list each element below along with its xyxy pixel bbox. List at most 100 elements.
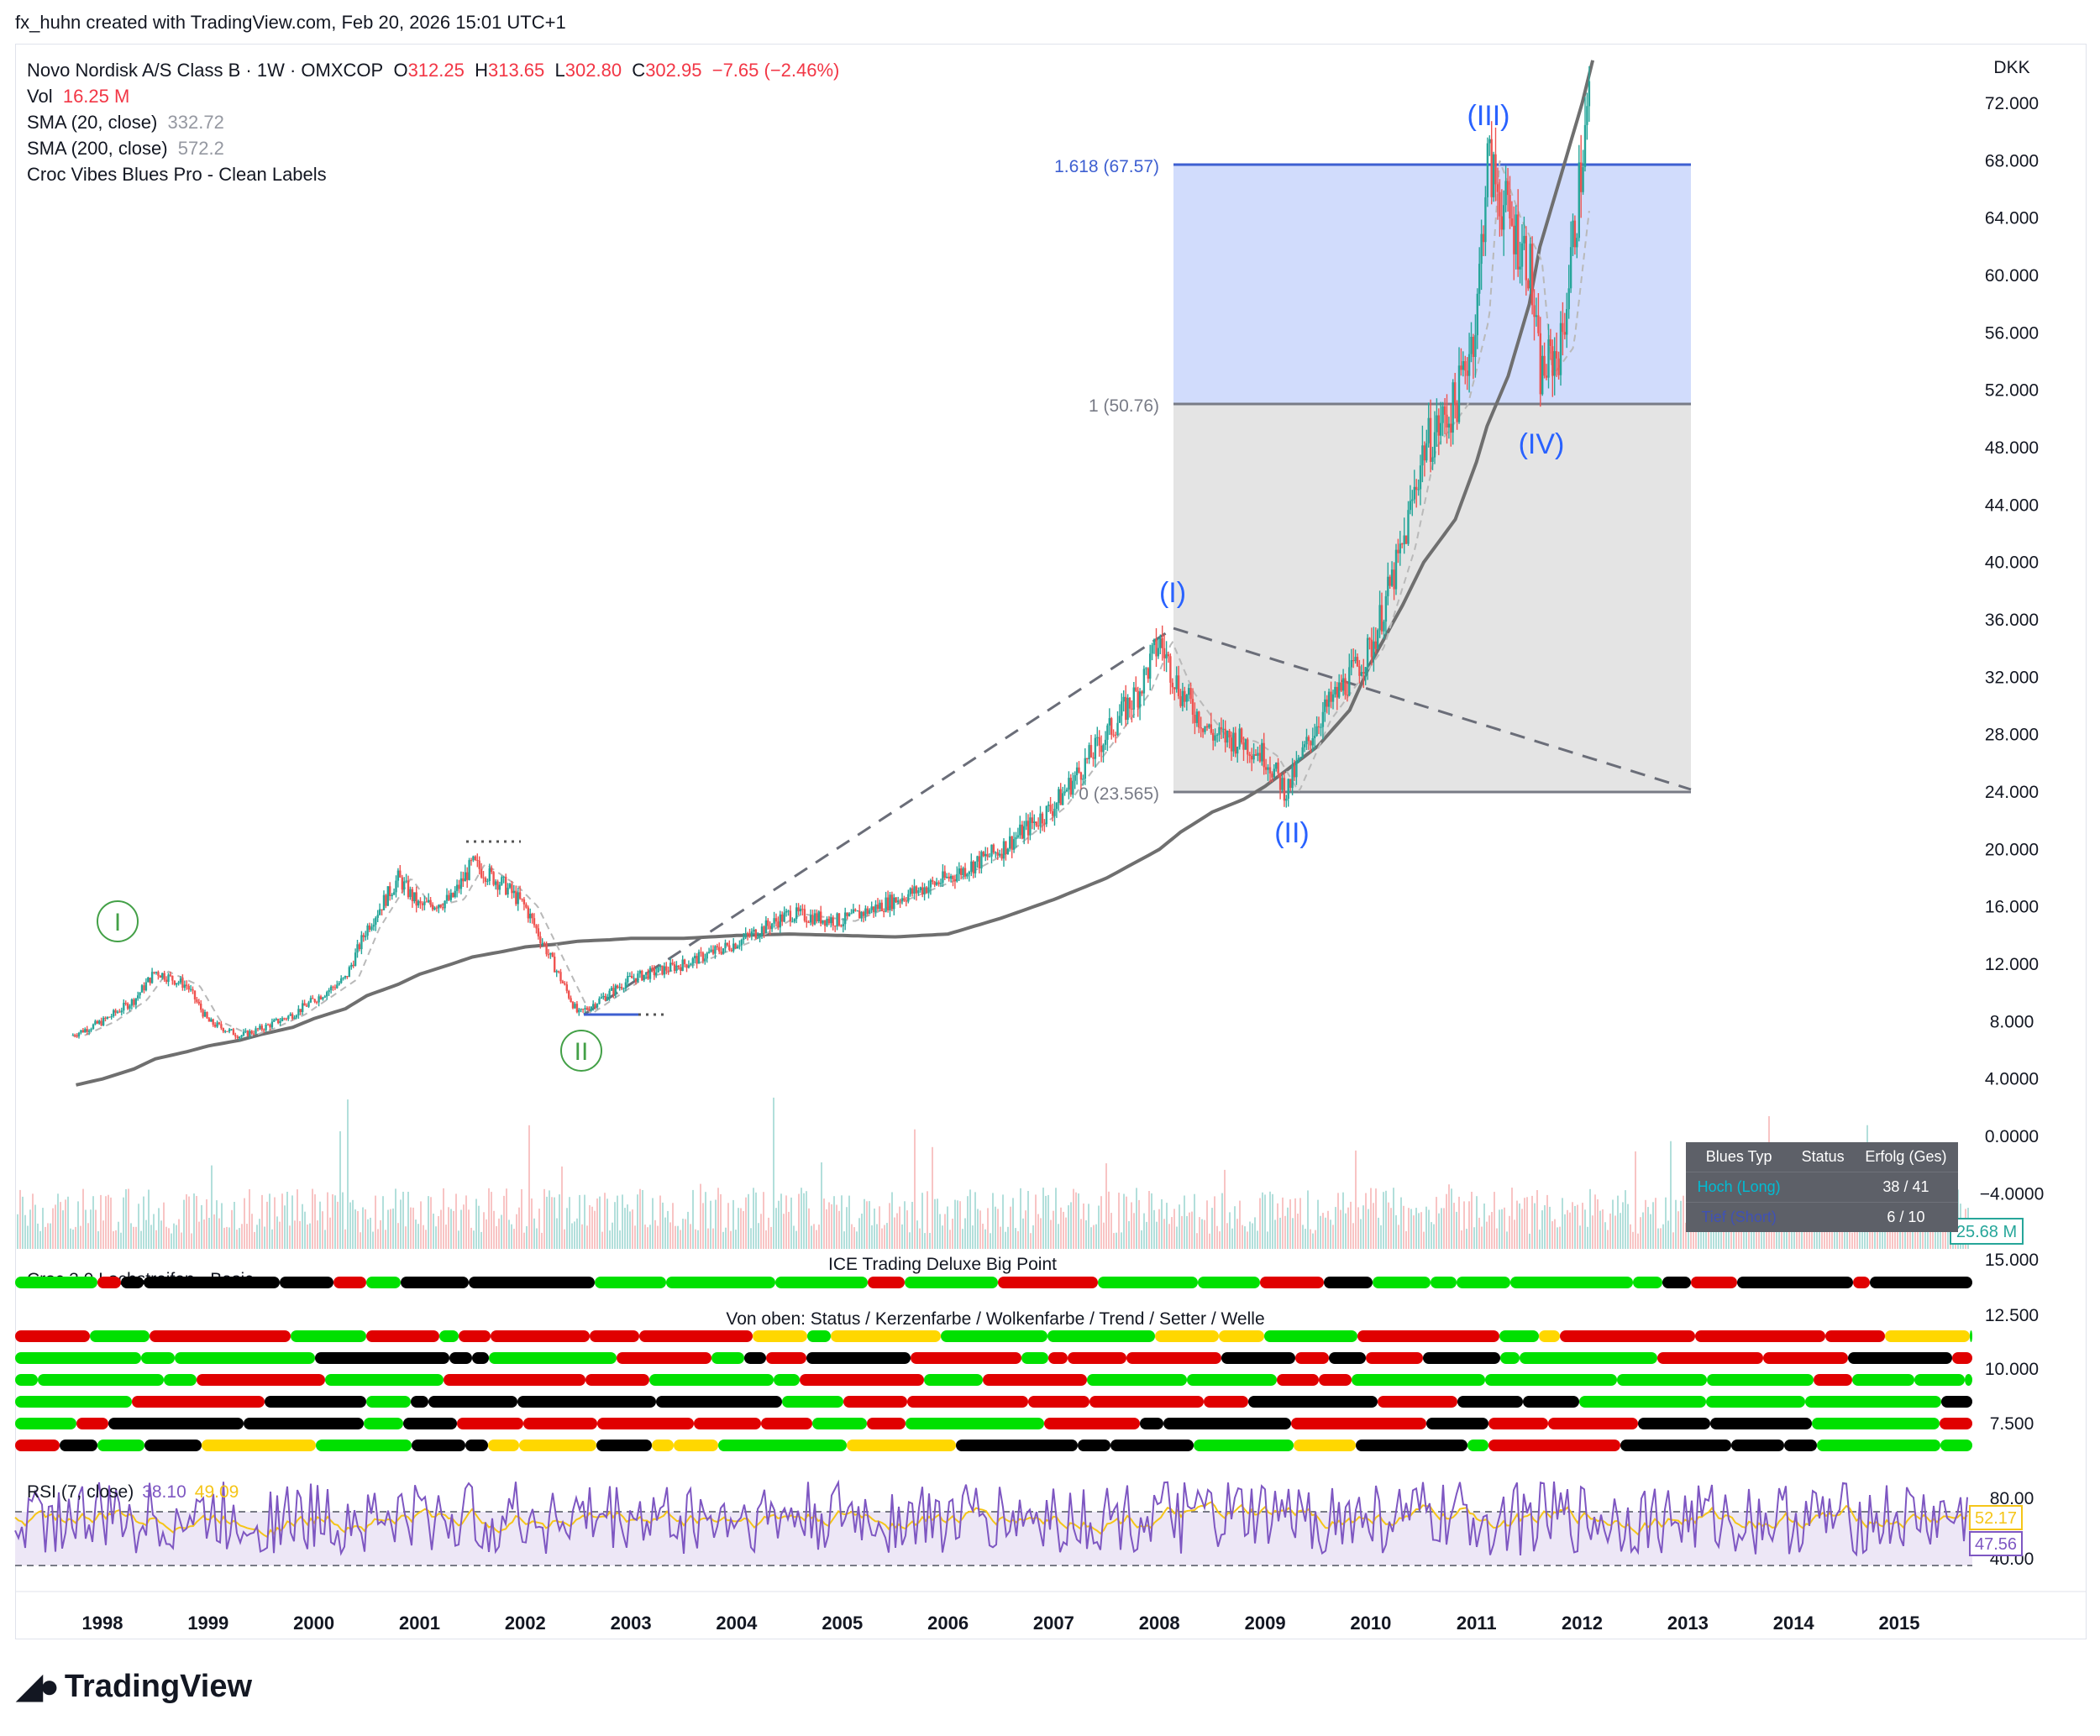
candle-body (750, 931, 753, 936)
candle-body (193, 990, 197, 999)
volume-bar (1451, 1188, 1452, 1249)
candle-body (333, 987, 337, 989)
volume-bar (115, 1230, 117, 1249)
volume-bar (17, 1214, 18, 1249)
year-tick: 2013 (1667, 1613, 1709, 1634)
candle-body (1295, 761, 1298, 778)
candle-body (657, 967, 659, 973)
legend-sma20-row[interactable]: SMA (20, close) 332.72 (27, 109, 839, 135)
volume-bar (1597, 1199, 1599, 1249)
blues-table-row: Hoch (Long) 38 / 41 (1686, 1172, 1958, 1203)
candle-body (1267, 767, 1269, 770)
candle-body (269, 1025, 271, 1028)
legend-sma200-row[interactable]: SMA (200, close) 572.2 (27, 135, 839, 161)
volume-bar (347, 1099, 349, 1249)
candle-body (293, 1017, 296, 1019)
candle-body (1539, 333, 1541, 395)
volume-bar (788, 1211, 790, 1249)
year-tick: 2012 (1562, 1613, 1603, 1634)
candle-body (927, 887, 930, 894)
volume-bar (1390, 1208, 1392, 1249)
candle-body (417, 900, 420, 906)
candle-body (535, 925, 538, 929)
candle-body (277, 1019, 280, 1024)
volume-bar (1219, 1231, 1221, 1249)
candle-body (681, 959, 684, 971)
trend-line-rising[interactable] (583, 627, 1174, 1016)
candle-body (236, 1036, 239, 1039)
candle-body (161, 973, 164, 978)
price-tick: 48.000 (1985, 438, 2039, 458)
candle-body (1287, 779, 1289, 799)
volume-bar (498, 1218, 500, 1249)
candle-body (958, 868, 960, 874)
volume-bar (1126, 1196, 1127, 1249)
candle-body (86, 1029, 88, 1032)
volume-bar (1924, 1220, 1926, 1249)
time-axis[interactable]: 1998 1999 2000 2001 2002 2003 2004 2005 2006 2007… (82, 1613, 1920, 1634)
candle-body (1464, 361, 1467, 371)
sma200-line[interactable] (76, 60, 1595, 1087)
candle-body (1189, 688, 1192, 700)
volume-bar (304, 1211, 306, 1249)
strip-segment (364, 1418, 403, 1429)
price-axis[interactable]: 72.00068.00064.00060.00056.00052.00048.0… (1980, 94, 2045, 1204)
rsi-line[interactable] (14, 1479, 1968, 1557)
candle-body (1072, 780, 1074, 795)
legend-indicator-row[interactable]: Croc Vibes Blues Pro - Clean Labels (27, 161, 839, 187)
volume-bar (438, 1216, 439, 1249)
volume-bar (715, 1199, 717, 1249)
candle-body (1098, 737, 1100, 746)
candles[interactable] (71, 66, 1591, 1041)
volume-bar (821, 1162, 822, 1249)
candle-body (1476, 293, 1478, 336)
trend-line-falling[interactable] (1173, 627, 1692, 791)
strip-segment (1657, 1352, 1763, 1364)
strip-segment (175, 1352, 315, 1364)
candle-body (1086, 758, 1089, 759)
volume-bar (1340, 1209, 1341, 1249)
candle-body (746, 933, 749, 935)
volume-bar (1042, 1188, 1044, 1249)
strip-segment (585, 1374, 649, 1386)
tradingview-logo[interactable]: ◢● TradingView (17, 1667, 252, 1706)
volume-bar (1254, 1217, 1256, 1249)
candle-body (797, 907, 800, 912)
candle-body (329, 986, 333, 990)
candle-body (1562, 323, 1564, 333)
volume-bar (1267, 1231, 1268, 1249)
candle-body (1026, 821, 1030, 836)
strip-segment (1357, 1330, 1499, 1342)
symbol-name[interactable]: Novo Nordisk A/S Class B · 1W · OMXCOP (27, 60, 384, 81)
candle-body (1364, 667, 1367, 674)
candle-body (795, 907, 798, 920)
candle-body (990, 844, 993, 857)
candle-body (604, 995, 606, 1001)
candle-body (872, 906, 875, 912)
rsi-ma-line[interactable] (14, 1501, 1968, 1539)
candle-body (787, 910, 790, 912)
volume-bar (554, 1197, 555, 1249)
strip-segment (1044, 1418, 1140, 1429)
candle-body (1075, 767, 1079, 775)
blues-table-header: Blues Typ Status Erfolg (Ges) (1686, 1142, 1958, 1172)
candle-body (1513, 225, 1515, 254)
volume-bar (1483, 1204, 1485, 1249)
strip-tick: 15.000 (1985, 1251, 2039, 1270)
candle-body (295, 1015, 298, 1018)
candle-body (126, 1003, 129, 1010)
candle-body (147, 978, 150, 983)
candle-body (123, 1003, 125, 1011)
candle-body (1478, 264, 1481, 294)
volume-bar (120, 1232, 122, 1249)
candle-body (1492, 154, 1495, 197)
strip-segment (1356, 1440, 1467, 1451)
blues-row-status (1792, 1202, 1854, 1232)
candle-body (106, 1016, 109, 1019)
volume-bar (349, 1202, 351, 1249)
volume-bar (1607, 1230, 1609, 1249)
legend-vol-row[interactable]: Vol 16.25 M (27, 83, 839, 109)
candle-body (1021, 824, 1023, 839)
candle-body (1377, 630, 1379, 649)
